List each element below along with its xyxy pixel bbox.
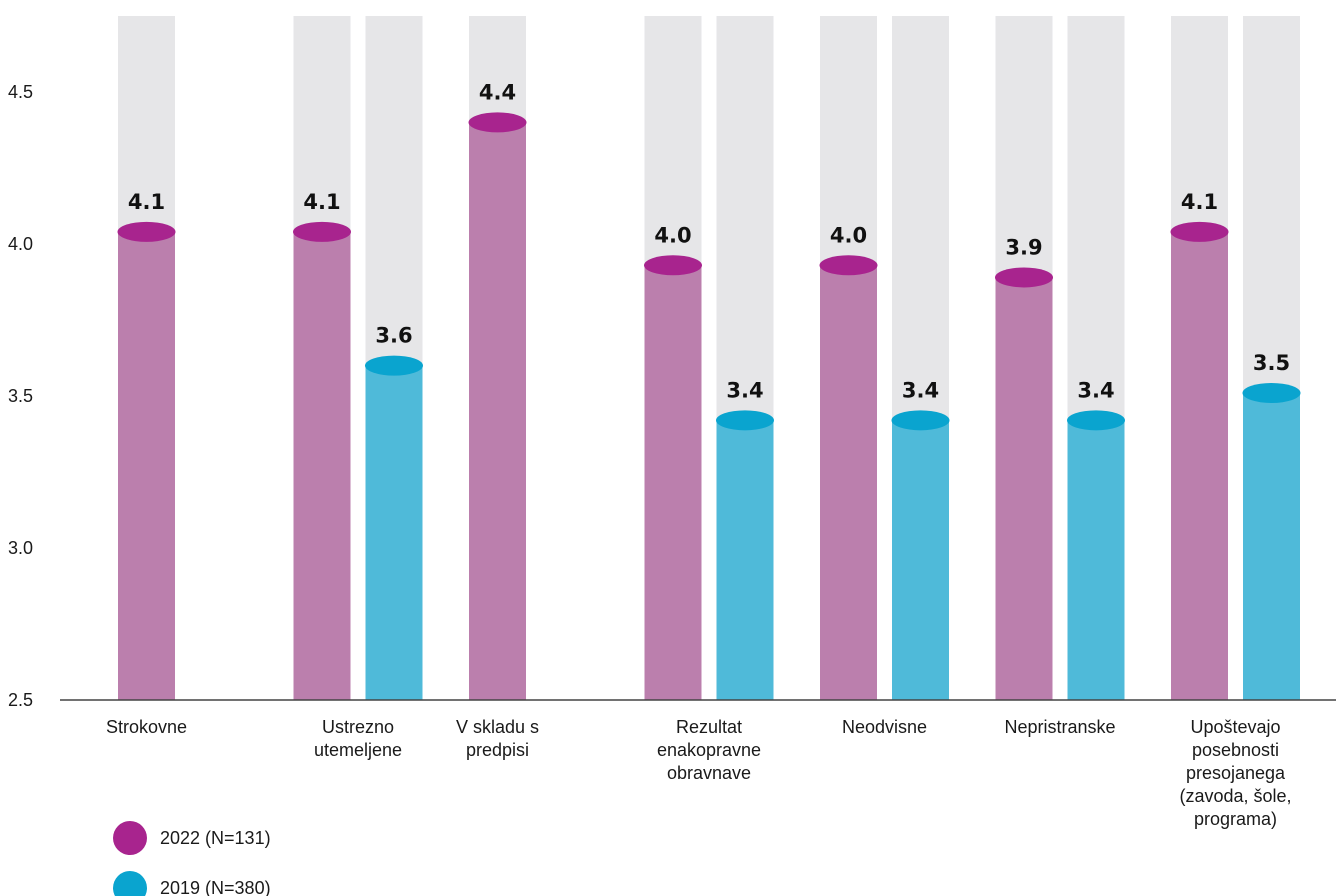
category-label: Ustrezno utemeljene [314, 717, 402, 760]
data-label: 4.4 [479, 80, 516, 104]
data-label: 4.1 [1181, 190, 1218, 214]
category-label: Upoštevajo posebnosti presojanega (zavoda, … [1179, 717, 1291, 829]
bar [469, 122, 526, 700]
data-label: 4.1 [128, 190, 165, 214]
bar [1243, 392, 1300, 700]
bar-cap [1170, 221, 1229, 242]
bar [644, 265, 702, 700]
bar [365, 365, 423, 700]
category-label: Rezultat enakopravne obravnave [657, 717, 761, 783]
data-label: 4.1 [303, 190, 340, 214]
bar-cap [891, 410, 950, 431]
bar-cap [819, 255, 878, 276]
legend: 2022 (N=131) 2019 (N=380) [113, 821, 271, 896]
bar-cap [1067, 410, 1125, 431]
bar [1067, 420, 1125, 700]
bar [293, 231, 351, 700]
bar [820, 265, 877, 700]
bar-cap [644, 255, 702, 276]
legend-label: 2022 (N=131) [160, 828, 271, 848]
data-label: 3.4 [902, 378, 939, 402]
data-label: 3.4 [1077, 378, 1114, 402]
legend-swatch [113, 871, 147, 896]
bar [1171, 231, 1228, 700]
category-labels: Strokovne Ustrezno utemeljene V skladu s pre… [106, 717, 1292, 829]
data-label: 3.4 [726, 378, 763, 402]
bar [716, 420, 774, 700]
category-label: Nepristranske [1004, 717, 1115, 737]
data-label: 3.9 [1005, 235, 1042, 259]
legend-label: 2019 (N=380) [160, 878, 271, 896]
bar-cap [468, 112, 527, 133]
bar [995, 277, 1053, 700]
category-label: Strokovne [106, 717, 187, 737]
bar-cap [716, 410, 774, 431]
y-tick-label: 4.5 [8, 82, 33, 102]
bar-cap [1242, 382, 1301, 403]
bar-cap [117, 221, 176, 242]
bar [118, 231, 175, 700]
y-tick-label: 2.5 [8, 690, 33, 710]
bar-cap [365, 355, 423, 376]
y-tick-label: 3.5 [8, 386, 33, 406]
y-tick-label: 4.0 [8, 234, 33, 254]
bar-cap [995, 267, 1053, 288]
category-label: V skladu s predpisi [456, 717, 539, 760]
data-bars [117, 112, 1301, 700]
bar [892, 420, 949, 700]
data-label: 4.0 [654, 223, 691, 247]
data-label: 3.6 [375, 324, 412, 348]
bar-cap [293, 221, 351, 242]
category-label: Neodvisne [842, 717, 927, 737]
legend-swatch [113, 821, 147, 855]
data-label: 4.0 [830, 223, 867, 247]
value-labels: 4.1 4.1 3.6 4.4 4.0 3.4 4.0 3.4 3.9 3.4 4.1 3.5 [128, 80, 1290, 402]
y-tick-label: 3.0 [8, 538, 33, 558]
data-label: 3.5 [1253, 351, 1290, 375]
y-axis-ticks: 2.5 3.0 3.5 4.0 4.5 [8, 82, 33, 710]
